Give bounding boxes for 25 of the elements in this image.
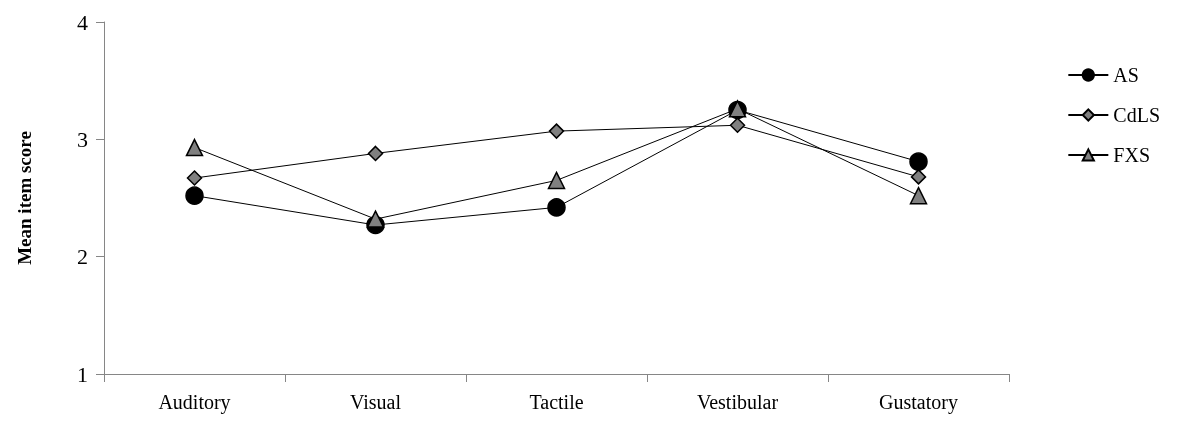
y-tick-label: 3 xyxy=(77,126,88,152)
y-tick-label: 2 xyxy=(77,244,88,270)
point xyxy=(185,138,204,157)
point xyxy=(909,186,928,205)
x-tick-label: Gustatory xyxy=(879,391,958,414)
point xyxy=(729,117,746,133)
point xyxy=(547,198,566,217)
x-tick-label: Tactile xyxy=(529,391,584,413)
y-tick-label: 1 xyxy=(77,361,88,387)
legend-label: FXS xyxy=(1113,144,1151,166)
point xyxy=(910,169,927,185)
legend-label: CdLS xyxy=(1113,104,1161,126)
x-tick-label: Visual xyxy=(349,391,402,413)
legend-label: AS xyxy=(1113,64,1139,86)
y-axis-title: Mean item score xyxy=(14,131,35,265)
point xyxy=(366,210,385,228)
y-tick-label: 4 xyxy=(77,9,88,35)
point xyxy=(547,171,566,190)
point xyxy=(909,152,928,171)
x-tick-label: Auditory xyxy=(158,391,231,414)
x-tick-label: Vestibular xyxy=(696,391,779,413)
point xyxy=(367,145,384,162)
point xyxy=(185,186,204,205)
point xyxy=(548,123,565,139)
point xyxy=(186,170,203,186)
